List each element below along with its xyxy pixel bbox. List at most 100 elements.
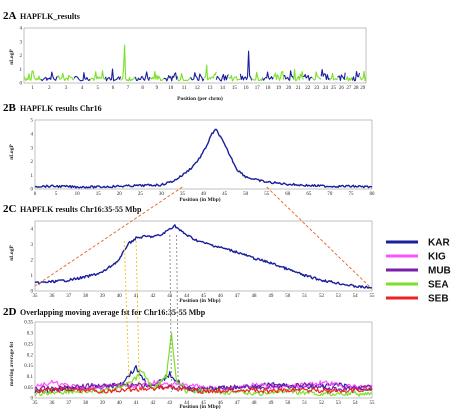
legend: KAR KIG MUB SEA SEB [386, 238, 451, 305]
panel-2d-xtick: 42 [150, 401, 156, 406]
panel-2d-xtick: 53 [336, 401, 342, 406]
panel-2c-label: 2C [3, 203, 17, 215]
panel-2d-ytick: 0.15 [24, 364, 33, 369]
panel-2a-ytick: 0 [20, 82, 23, 87]
panel-2a-chr-line [40, 71, 59, 82]
panel-2a-ytick: 2 [20, 54, 23, 59]
panel-2c-xtick: 51 [302, 294, 308, 299]
panel-2d-ytick: 0.1 [27, 375, 34, 380]
panel-2b-xtick: 75 [348, 192, 354, 197]
legend-label-seb: SEB [428, 294, 449, 305]
panel-2d-title: Overlapping moving average fst for Chr16… [20, 308, 206, 317]
panel-2a-xtick: 23 [314, 86, 320, 91]
panel-2c-xtick: 42 [150, 294, 156, 299]
panel-2a-ytick: 3 [20, 40, 23, 45]
panel-2a-chr-line [337, 72, 346, 81]
panel-2d-xtick: 45 [201, 401, 207, 406]
panel-2a-xtick: 10 [168, 86, 174, 91]
panel-2c-xtick: 55 [370, 294, 376, 299]
panel-2a-chr-line [262, 71, 274, 81]
panel-2c-xtick: 46 [218, 294, 224, 299]
zoom-connector-right [266, 186, 373, 290]
panel-2d-xtick: 47 [235, 401, 241, 406]
panel-2a-chr-line [57, 72, 75, 82]
panel-2a-frame [23, 27, 367, 84]
panel-2c-xlabel: Position (in Mbp) [179, 297, 220, 304]
panel-2d-xtick: 55 [370, 401, 376, 406]
panel-2d-label: 2D [3, 306, 17, 318]
panel-2a-xtick: 6 [112, 86, 115, 91]
panel-2c-ytick: 0 [31, 290, 34, 295]
panel-2d-xtick: 36 [49, 401, 55, 406]
panel-2c-xtick: 45 [201, 294, 207, 299]
panel-2c-xtick: 35 [33, 294, 39, 299]
panel-2d-xtick: 54 [353, 401, 359, 406]
panel-2a-xtick: 27 [346, 86, 352, 91]
panel-2a-xtick: 20 [286, 86, 292, 91]
panel-2d-xtick: 39 [100, 401, 106, 406]
panel-2b-xtick: 40 [201, 192, 207, 197]
panel-2c-xtick: 41 [134, 294, 140, 299]
panel-2a-xtick: 17 [255, 86, 261, 91]
panel-2a-xtick: 14 [220, 86, 226, 91]
panel-2a-xtick: 28 [353, 86, 359, 91]
panel-2a-chr-line [190, 72, 205, 82]
panel-2a-xtick: 18 [266, 86, 272, 91]
panel-2a-xtick: 16 [243, 86, 249, 91]
panel-2c-frame [34, 220, 373, 292]
panel-2a-xtick: 7 [127, 86, 130, 91]
panel-2a-ytick: 4 [20, 27, 23, 32]
panel-2a-label: 2A [3, 10, 17, 22]
panel-2a-title: HAPFLK_results [20, 12, 80, 21]
panel-2a-chr-line [73, 72, 91, 82]
panel-2a-chr-line [23, 70, 42, 82]
panel-2a-chr-line [89, 70, 106, 82]
panel-2d-xtick: 49 [268, 401, 274, 406]
panel-2c-ylabel: nLogP [9, 245, 15, 261]
panel-2c-xtick: 53 [336, 294, 342, 299]
panel-2b-xtick: 30 [159, 192, 165, 197]
panel-2d-ytick: 0.3 [27, 332, 34, 337]
panel-2d-xtick: 35 [33, 401, 39, 406]
panel-2a-xtick: 22 [305, 86, 311, 91]
panel-2a-chr-line [345, 76, 354, 82]
legend-label-sea: SEA [428, 280, 449, 291]
panel-2a-ylabel: nLogP [9, 49, 15, 65]
panel-2a-chr-line [104, 68, 122, 82]
panel-2d-series-sea [34, 332, 373, 397]
panel-2d-xtick: 46 [218, 401, 224, 406]
panel-2c-ytick: 3 [31, 243, 34, 248]
panel-2b-ytick: 0 [31, 188, 34, 193]
panel-2b-xtick: 0 [34, 192, 37, 197]
panel-2c-xtick: 49 [268, 294, 274, 299]
panel-2a-chr-line [228, 74, 241, 82]
panel-2d-ytick: 0.35 [24, 321, 33, 326]
panel-2d-xtick: 50 [285, 401, 291, 406]
panel-2b-xlabel: Position (in Mbp) [179, 196, 220, 203]
panel-2a-chr-line [134, 71, 151, 82]
panel-2a-xtick: 24 [323, 86, 329, 91]
legend-label-kar: KAR [428, 238, 450, 249]
panel-2c-xtick: 37 [66, 294, 72, 299]
panel-2a-chr-line [163, 72, 179, 82]
panel-2d-series-seb [34, 384, 373, 394]
panel-2b-frame [34, 119, 373, 190]
panel-2b-ylabel: nLogP [9, 144, 15, 160]
panel-2d-xtick: 37 [66, 401, 72, 406]
legend-label-mub: MUB [428, 266, 451, 277]
panel-2d-xtick: 40 [117, 401, 123, 406]
panel-2d-frame [34, 321, 373, 399]
panel-2b-xtick: 80 [370, 192, 376, 197]
panel-2a-xtick: 13 [208, 86, 214, 91]
panel-2d-xlabel: Position (in Mbp) [179, 403, 220, 410]
panel-2a-chr-line [176, 72, 192, 82]
panel-2b-xtick: 25 [138, 192, 144, 197]
zoom-connector-yellow [135, 240, 140, 393]
panel-2a-xtick: 21 [296, 86, 302, 91]
panel-2a-chr-line [359, 70, 367, 82]
panel-2c-xtick: 50 [285, 294, 291, 299]
panel-2a-xtick: 26 [339, 86, 345, 91]
panel-2d-xtick: 41 [134, 401, 140, 406]
zoom-connector-left [34, 186, 183, 287]
